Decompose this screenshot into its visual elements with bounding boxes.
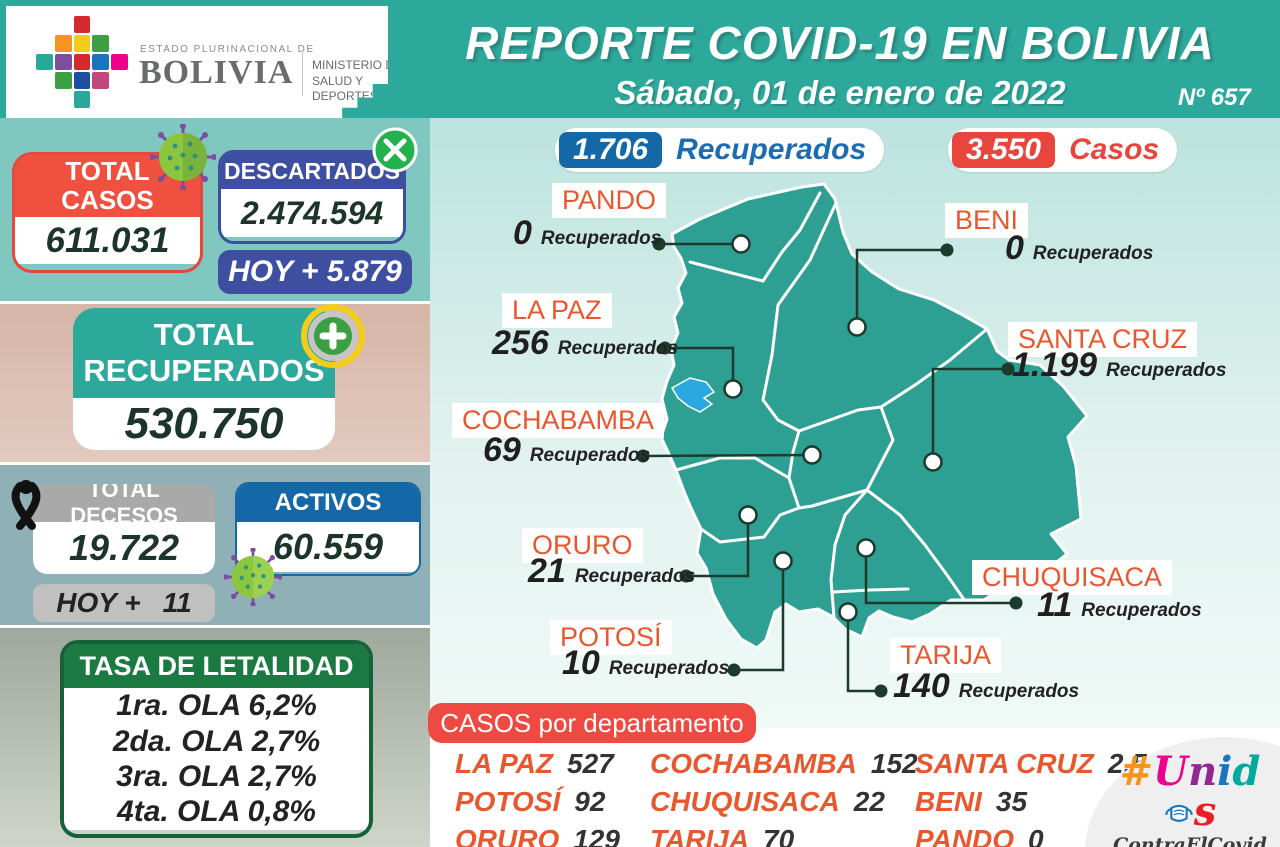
tasa-row-3: 3ra. OLA 2,7% [116,760,317,793]
map-label-chuquisaca: CHUQUISACA [972,560,1173,595]
page-title: REPORTE COVID-19 EN BOLIVIA [465,17,1215,69]
total-casos-header: TOTAL CASOS [15,155,200,217]
tasa-row-4: 4ta. OLA 0,8% [117,795,316,829]
map-label-oruro: ORURO [522,528,643,563]
total-decesos-value: 19.722 [33,522,215,574]
map-value-oruro: 21 Recuperados [528,552,696,590]
total-decesos-card: TOTAL DECESOS 19.722 [33,484,215,574]
map-label-santa-cruz: SANTA CRUZ [1008,322,1198,357]
map-marker-tarija [838,602,858,622]
table-cell-la-paz: LA PAZ 527 [455,748,614,779]
map-marker-potosi [773,551,793,571]
map-label-cochabamba: COCHABAMBA [452,403,665,438]
casos-badge-label: Casos [1069,133,1160,166]
campaign-logo: #Unids ContraElCovid [1105,752,1275,847]
map-label-la-paz: LA PAZ [502,293,612,328]
plus-icon [301,304,365,368]
cases-table: LA PAZ 527 COCHABAMBA 152 SANTA CRUZ 2.5… [455,748,1178,847]
map-label-tarija: TARIJA [890,638,1002,673]
face-mask-icon [1164,804,1193,822]
map-marker-chuquisaca [856,538,876,558]
total-recuperados-header: TOTAL RECUPERADOS [73,308,335,398]
state-name-small: ESTADO PLURINACIONAL DE [140,44,315,55]
map-value-cochabamba: 69 Recuperados [483,431,651,469]
tasa-row-1: 1ra. OLA 6,2% [116,689,317,723]
recuperados-badge-label: Recuperados [676,133,867,166]
lake-titicaca [670,377,716,413]
virus-icon [150,124,216,190]
table-cell-beni: BENI 35 [915,786,1028,817]
table-cell-potosi: POTOSÍ 92 [455,786,606,817]
tasa-letalidad-body: 1ra. OLA 6,2% 2da. OLA 2,7% 3ra. OLA 2,7… [64,688,369,830]
map-value-pando: 0 Recuperados [513,214,662,252]
table-cell-chuquisaca: CHUQUISACA 22 [650,786,885,817]
recuperados-badge: 1.706 Recuperados [555,128,885,172]
activos-header: ACTIVOS [237,484,419,522]
report-date: Sábado, 01 de enero de 2022 [614,74,1066,111]
map-value-chuquisaca: 11 Recuperados [1037,586,1202,624]
map-marker-beni [847,317,867,337]
report-number: Nº 657 [1178,84,1251,111]
callout-lines [642,242,1016,693]
map-marker-pando [731,234,751,254]
logo-divider [302,50,303,96]
virus-icon [224,548,282,606]
table-cell-cochabamba: COCHABAMBA 152 [650,748,918,779]
tasa-letalidad-card: TASA DE LETALIDAD 1ra. OLA 6,2% 2da. OLA… [60,640,373,838]
campaign-logo-wordmark: #Unids [1119,748,1261,835]
total-recuperados-value: 530.750 [73,398,335,450]
map-value-santa-cruz: 1.199 Recuperados [1012,346,1227,384]
descartados-card: DESCARTADOS 2.474.594 [218,150,406,244]
map-label-beni: BENI [945,203,1029,238]
map-marker-cochabamba [802,445,822,465]
map-markers [723,234,943,622]
decesos-today-box: HOY + 11 [33,584,215,622]
map-marker-la-paz [723,379,743,399]
cases-section-title: CASOS por departamento [428,703,756,743]
tasa-row-2: 2da. OLA 2,7% [112,724,321,758]
discarded-x-icon [372,127,418,173]
descartados-header: DESCARTADOS [221,153,403,189]
table-cell-tarija: TARIJA 70 [650,824,795,847]
casos-badge-value: 3.550 [952,132,1056,168]
total-casos-value: 611.031 [15,217,200,264]
decesos-today-value: 11 [162,587,192,618]
report-title-block: REPORTE COVID-19 EN BOLIVIA Sábado, 01 d… [440,16,1240,112]
ministry-logo-mosaic [36,16,128,108]
map-value-beni: 0 Recuperados [1005,229,1154,267]
tasa-letalidad-header: TASA DE LETALIDAD [64,644,369,688]
map-value-potosi: 10 Recuperados [562,644,730,682]
casos-badge: 3.550 Casos [948,128,1178,172]
map-value-la-paz: 256 Recuperados [492,324,679,362]
callout-end-dots [636,237,1023,698]
map-value-tarija: 140 Recuperados [893,667,1080,705]
table-cell-oruro: ORURO 129 [455,824,620,847]
decesos-today-label: HOY + [56,587,141,618]
recuperados-badge-value: 1.706 [559,132,663,168]
mourning-ribbon-icon [11,480,41,530]
table-cell-pando: PANDO 0 [915,824,1044,847]
map-label-pando: PANDO [552,183,667,218]
map-marker-oruro [738,505,758,525]
descartados-value: 2.474.594 [221,189,403,237]
header-logo-band: ESTADO PLURINACIONAL DE BOLIVIA MINISTER… [6,6,388,119]
total-recuperados-card: TOTAL RECUPERADOS 530.750 [73,308,335,450]
activos-card: ACTIVOS 60.559 [235,482,421,576]
map-marker-santa-cruz [923,452,943,472]
total-casos-card: TOTAL CASOS 611.031 [12,152,203,273]
campaign-logo-subtitle: ContraElCovid [1113,834,1267,847]
map-label-potosi: POTOSÍ [550,620,672,655]
descartados-today-box: HOY + 5.879 [218,250,412,294]
state-name-big: BOLIVIA [139,54,294,91]
